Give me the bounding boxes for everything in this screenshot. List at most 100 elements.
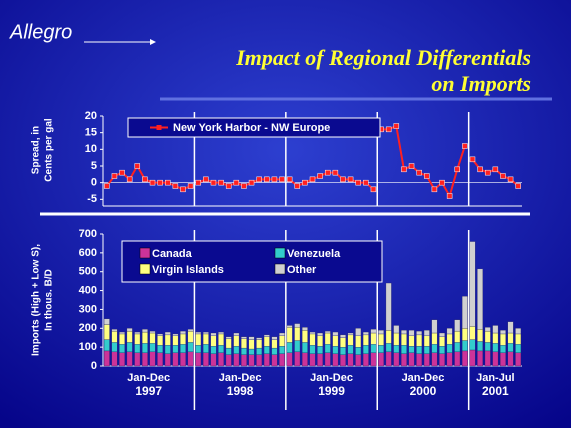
group-period: Jan-Dec [310, 372, 353, 384]
bar-segment [408, 330, 415, 336]
bar-segment [416, 353, 423, 367]
bar-segment [500, 352, 506, 367]
bar-segment [355, 328, 362, 336]
bar-segment [218, 352, 224, 367]
bar-segment [301, 342, 308, 353]
bar-segment [461, 328, 468, 341]
bar-segment [164, 353, 171, 367]
bar-segment [515, 328, 522, 335]
legend-label: Other [287, 264, 317, 276]
y-axis-label: Cents per gal [44, 118, 55, 182]
bar-segment [347, 334, 354, 346]
y-axis-label: Spread, in [31, 126, 42, 174]
bar-segment [271, 336, 278, 340]
bar-segment [469, 339, 476, 351]
point-marker [332, 169, 339, 176]
bar-segment [492, 351, 499, 367]
y-tick-label: 200 [79, 322, 97, 334]
point-marker [355, 179, 361, 186]
bar-segment [355, 335, 362, 348]
bar-segment [393, 352, 400, 367]
point-marker [210, 179, 217, 186]
bar-segment [507, 332, 514, 344]
bar-segment [195, 345, 202, 353]
bar-segment [164, 331, 171, 336]
bar-segment [301, 330, 308, 343]
y-tick-label: 600 [79, 247, 97, 259]
bar-segment [461, 350, 468, 367]
y-tick-label: 15 [85, 127, 97, 139]
bar-segment [477, 268, 483, 330]
bar-segment [142, 352, 148, 367]
legend-swatch [139, 247, 151, 259]
bar-segment [408, 352, 415, 367]
point-marker [492, 166, 499, 173]
bar-segment [286, 352, 293, 367]
bar-segment [515, 352, 522, 367]
legend-box [127, 117, 381, 138]
bar-segment [256, 354, 263, 367]
bar-segment [347, 345, 354, 354]
point-marker [279, 176, 285, 183]
bar-segment [477, 341, 483, 352]
point-marker [104, 183, 110, 189]
bar-segment [332, 353, 339, 367]
group-year: 2001 [482, 384, 509, 398]
point-marker [142, 176, 148, 183]
bar-segment [187, 330, 194, 343]
slide-title: Impact of Regional Differentials [235, 45, 531, 70]
bar-segment [362, 345, 369, 354]
bar-segment [370, 344, 377, 353]
bar-segment [309, 353, 316, 367]
bar-segment [408, 346, 415, 353]
bar-segment [256, 339, 263, 349]
y-tick-label: 0 [91, 360, 97, 372]
point-marker [134, 163, 141, 169]
bar-segment [202, 352, 209, 367]
bar-segment [431, 344, 438, 353]
bar-segment [149, 330, 156, 334]
y-tick-label: 100 [79, 341, 97, 353]
bar-segment [378, 345, 384, 353]
y-axis-label: Imports (High + Low S), [31, 244, 42, 356]
bar-segment [286, 325, 293, 328]
bar-segment [225, 347, 232, 355]
bar-segment [317, 353, 324, 367]
bar-segment [134, 344, 141, 353]
bar-segment [256, 347, 263, 355]
bar-segment [195, 352, 202, 367]
point-marker [424, 173, 430, 179]
bar-segment [484, 342, 491, 352]
point-marker [340, 176, 346, 183]
bar-segment [248, 348, 255, 355]
bar-segment [378, 333, 384, 346]
bar-segment [439, 332, 445, 337]
bar-segment [446, 333, 453, 345]
bar-segment [126, 330, 133, 343]
bar-segment [416, 330, 423, 336]
bar-segment [233, 332, 240, 336]
bar-segment [401, 333, 407, 346]
bar-segment [362, 334, 369, 346]
bar-segment [454, 342, 461, 353]
bar-segment [324, 332, 331, 345]
bar-segment [248, 354, 255, 367]
logo-arrow-head [150, 39, 156, 45]
bar-segment [378, 352, 384, 367]
point-marker [119, 169, 125, 176]
bar-segment [225, 354, 232, 367]
legend-marker [156, 125, 162, 130]
bar-segment [370, 332, 377, 345]
point-marker [271, 176, 278, 183]
bar-segment [484, 327, 491, 332]
bar-segment [515, 344, 522, 353]
y-tick-label: 300 [79, 303, 97, 315]
bar-segment [241, 347, 247, 355]
point-marker [172, 183, 179, 189]
bar-segment [324, 330, 331, 334]
point-marker [324, 169, 331, 176]
point-marker [500, 173, 506, 179]
bar-segment [233, 346, 240, 354]
bar-segment [500, 345, 506, 353]
bar-segment [294, 323, 301, 328]
